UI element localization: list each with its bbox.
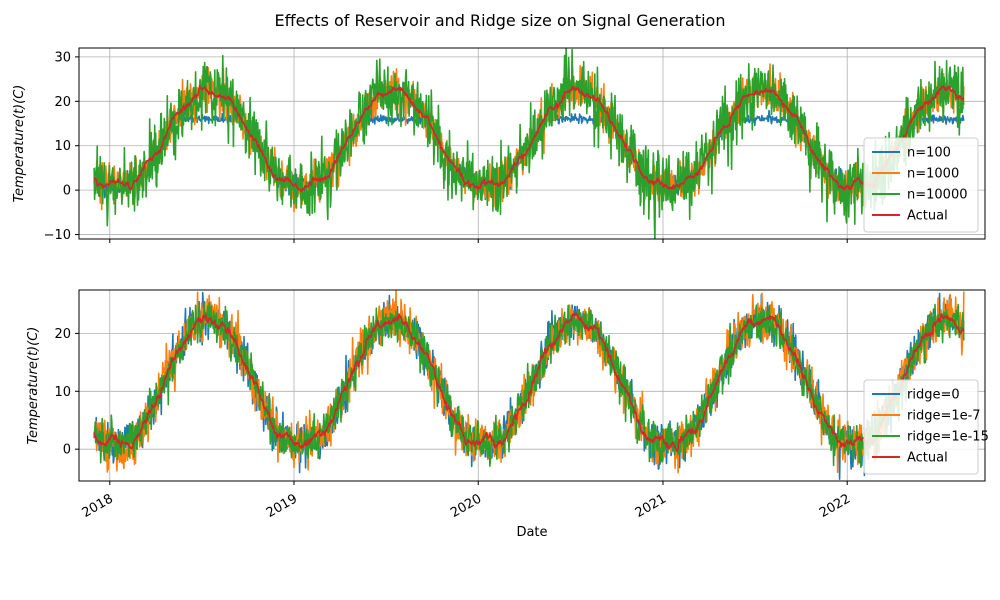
series-line-actual (93, 85, 965, 193)
legend-entry: n=100 (907, 146, 951, 161)
legend: n=100 n=1000 n=10000 Actual (863, 137, 979, 233)
legend-box (863, 379, 979, 475)
series-line-actual (93, 312, 965, 453)
legend-entry: Actual (907, 209, 948, 224)
axes-frame (78, 47, 986, 240)
y-tick-label: 10 (54, 139, 71, 154)
y-tick-label: 0 (63, 443, 71, 458)
y-tick-label: 0 (63, 184, 71, 199)
y-tick-label: 10 (54, 385, 71, 400)
legend-entry: Actual (907, 451, 948, 466)
legend-entry: ridge=0 (907, 388, 960, 403)
legend-box (863, 137, 979, 233)
y-tick-label: 20 (54, 95, 71, 110)
series-line-n-10000 (93, 48, 965, 239)
legend-entry: n=1000 (907, 167, 959, 182)
legend-entry: ridge=1e-15 (907, 430, 989, 445)
y-tick-label: −10 (44, 228, 71, 243)
series-group (93, 48, 965, 239)
legend: ridge=0 ridge=1e-7 ridge=1e-15 Actual (863, 379, 989, 475)
series-group (93, 290, 965, 480)
y-tick-label: 30 (54, 50, 71, 65)
y-axis-label: Temperature(t)(C) (26, 327, 41, 445)
legend-entry: n=10000 (907, 188, 968, 203)
y-axis-label: Temperature(t)(C) (12, 85, 27, 203)
y-tick-label: 20 (54, 327, 71, 342)
figure-title: Effects of Reservoir and Ridge size on S… (275, 11, 726, 30)
x-axis-label: Date (516, 525, 547, 540)
axes-frame (78, 289, 986, 482)
legend-entry: ridge=1e-7 (907, 409, 981, 424)
